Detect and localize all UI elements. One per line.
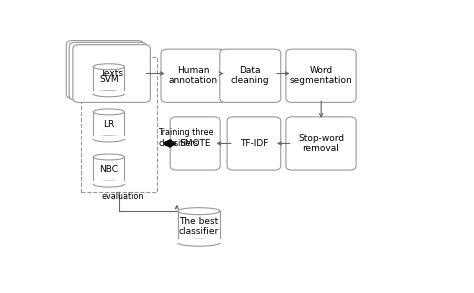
FancyBboxPatch shape — [170, 117, 220, 170]
Bar — [92, 136, 125, 139]
FancyBboxPatch shape — [286, 117, 356, 170]
FancyBboxPatch shape — [73, 45, 150, 102]
FancyBboxPatch shape — [66, 40, 144, 98]
Text: The best
classifier: The best classifier — [179, 217, 219, 236]
FancyBboxPatch shape — [286, 49, 356, 102]
Bar — [93, 157, 125, 184]
Ellipse shape — [178, 239, 220, 246]
Ellipse shape — [178, 208, 220, 214]
Text: evaluation: evaluation — [101, 192, 144, 201]
FancyBboxPatch shape — [161, 49, 226, 102]
Text: Data
cleaning: Data cleaning — [231, 66, 270, 86]
Ellipse shape — [93, 109, 125, 115]
Text: Texts: Texts — [100, 69, 123, 78]
Ellipse shape — [93, 136, 125, 142]
Text: TF-IDF: TF-IDF — [240, 139, 268, 148]
Text: Training three
classifiers: Training three classifiers — [158, 128, 214, 147]
Bar — [92, 181, 125, 184]
Bar — [93, 112, 125, 139]
Bar — [93, 67, 125, 94]
Bar — [177, 239, 221, 243]
Text: SVM: SVM — [99, 75, 118, 84]
FancyBboxPatch shape — [220, 49, 281, 102]
Text: Human
annotation: Human annotation — [169, 66, 218, 86]
FancyBboxPatch shape — [227, 117, 281, 170]
Ellipse shape — [93, 181, 125, 187]
Text: SMOTE: SMOTE — [180, 139, 211, 148]
Bar — [178, 211, 220, 243]
Ellipse shape — [93, 154, 125, 160]
Bar — [82, 57, 156, 192]
Text: Stop-word
removal: Stop-word removal — [298, 134, 344, 153]
FancyBboxPatch shape — [69, 42, 146, 100]
Ellipse shape — [93, 64, 125, 70]
Text: NBC: NBC — [100, 166, 118, 174]
Text: LR: LR — [103, 120, 114, 129]
Ellipse shape — [93, 91, 125, 97]
Text: Word
segmentation: Word segmentation — [290, 66, 352, 86]
Bar — [92, 91, 125, 94]
